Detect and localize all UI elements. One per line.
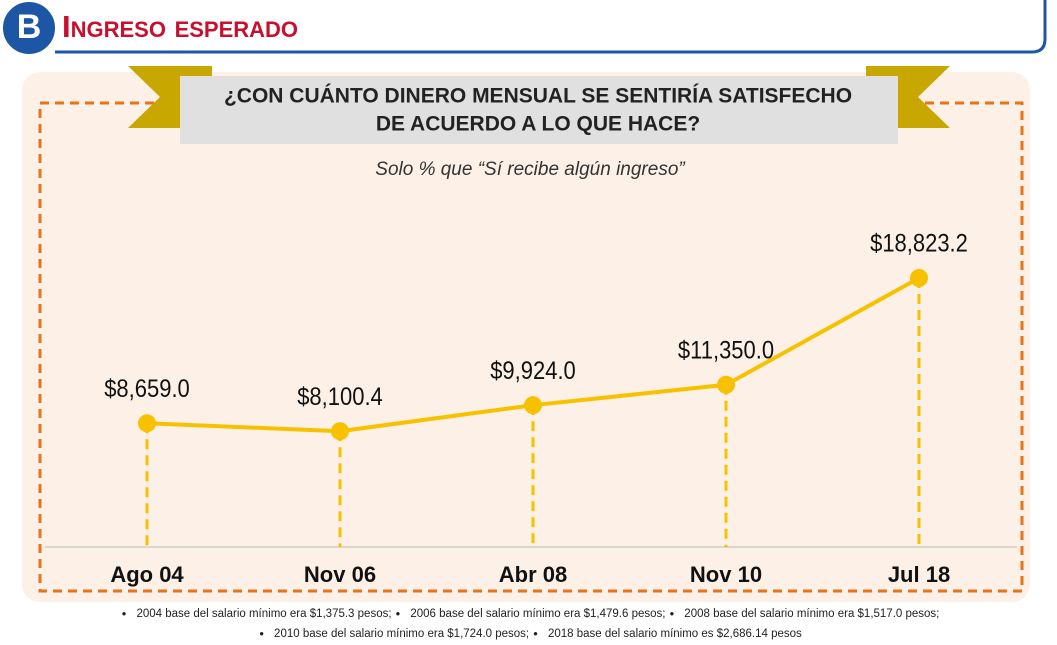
x-tick-label: Jul 18: [888, 562, 950, 587]
header-rule: [55, 0, 1047, 54]
header-letter: B: [17, 8, 42, 46]
chart-title: DE ACUERDO A LO QUE HACE?: [376, 113, 700, 136]
x-tick-label: Nov 06: [304, 562, 376, 587]
x-tick-label: Ago 04: [110, 562, 184, 587]
point: [138, 414, 156, 433]
note: 2018 base del salario mínimo es $2,686.1…: [529, 628, 802, 640]
point: [331, 422, 349, 441]
value-label: $18,823.2: [870, 229, 968, 257]
value-label: $8,100.4: [297, 383, 383, 411]
chart-title: ¿CON CUÁNTO DINERO MENSUAL SE SENTIRÍA S…: [224, 85, 852, 108]
notes: 2004 base del salario mínimo era $1,375.…: [0, 604, 1057, 644]
banner: [180, 76, 898, 144]
note: 2006 base del salario mínimo era $1,479.…: [392, 608, 666, 620]
chart-subtitle: Solo % que “Sí recibe algún ingreso”: [375, 159, 686, 180]
panel: [22, 72, 1030, 602]
point: [910, 269, 928, 287]
header-title: Ingreso esperado: [62, 9, 298, 44]
header-badge: [1, 0, 57, 56]
chart: B Ingreso esperado ¿CON CUÁNTO DINERO ME…: [1, 0, 1047, 602]
point: [524, 396, 542, 415]
note: 2004 base del salario mínimo era $1,375.…: [118, 608, 392, 620]
note: 2008 base del salario mínimo era $1,517.…: [665, 608, 939, 620]
point: [717, 375, 735, 394]
note: 2010 base del salario mínimo era $1,724.…: [255, 628, 529, 640]
x-tick-label: Nov 10: [690, 562, 762, 587]
value-label: $8,659.0: [104, 375, 190, 403]
value-label: $9,924.0: [490, 356, 576, 384]
x-tick-label: Abr 08: [499, 562, 567, 587]
value-label: $11,350.0: [678, 336, 774, 364]
